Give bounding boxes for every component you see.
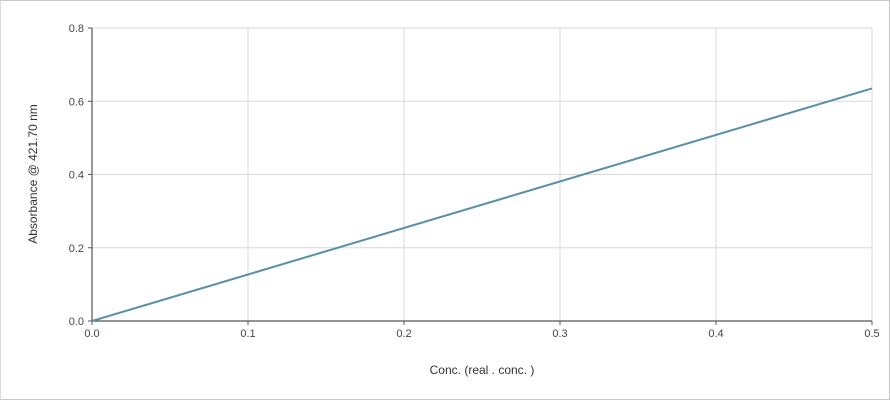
axes [88, 27, 873, 325]
grid-lines [92, 27, 873, 321]
x-tick-label: 0.1 [240, 328, 255, 340]
y-tick-label: 0.6 [69, 96, 84, 108]
x-tick-label: 0.4 [708, 328, 723, 340]
y-tick-label: 0.2 [69, 243, 84, 255]
x-tick-label: 0.3 [552, 328, 567, 340]
x-tick-label: 0.5 [864, 328, 879, 340]
x-tick-label: 0.0 [84, 328, 99, 340]
series-lines [91, 87, 873, 322]
x-axis-title: Conc. (real . conc. ) [430, 363, 535, 377]
y-tick-label: 0.4 [69, 170, 84, 182]
y-axis-title: Absorbance @ 421.70 nm [26, 104, 40, 244]
series-line [91, 87, 873, 322]
y-tick-label: 0.0 [69, 316, 84, 328]
x-tick-label: 0.2 [396, 328, 411, 340]
y-tick-label: 0.8 [69, 23, 84, 35]
tick-labels: 0.0 0.1 0.2 0.3 0.4 0.5 0.0 0.2 0.4 0.6 0.8 [69, 23, 880, 340]
